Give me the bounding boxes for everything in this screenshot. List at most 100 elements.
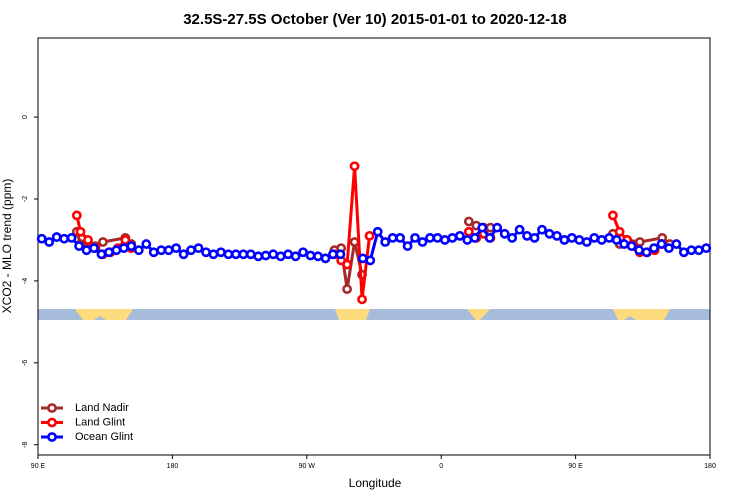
data-point — [120, 235, 131, 245]
data-point — [275, 251, 286, 262]
y-tick-label: 0 — [22, 115, 29, 119]
data-point — [71, 210, 82, 221]
data-point — [410, 232, 420, 243]
data-point — [596, 235, 607, 245]
data-point — [552, 230, 562, 241]
data-point — [81, 245, 92, 256]
data-point — [656, 239, 667, 249]
legend-marker — [47, 417, 57, 428]
data-point — [574, 235, 585, 245]
data-point — [74, 241, 84, 251]
data-point — [380, 237, 391, 247]
data-point — [462, 235, 473, 245]
legend-label: Land Glint — [75, 416, 125, 428]
data-point — [544, 228, 555, 239]
data-point — [66, 232, 77, 243]
data-point — [83, 235, 93, 245]
data-point — [313, 251, 323, 262]
data-point — [349, 237, 360, 247]
y-tick-label: -8 — [22, 442, 29, 448]
x-axis-label: Longitude — [349, 476, 402, 490]
y-tick-label: -2 — [22, 196, 29, 202]
data-point — [387, 232, 398, 243]
data-point — [507, 232, 518, 243]
data-point — [44, 237, 55, 247]
data-point — [342, 259, 353, 270]
data-point — [529, 232, 540, 243]
data-point — [566, 232, 577, 243]
y-tick-label: -4 — [22, 278, 29, 284]
x-tick-label: 0 — [439, 463, 443, 470]
data-point — [230, 249, 241, 260]
data-point — [492, 222, 503, 233]
data-point — [477, 222, 488, 233]
data-point — [425, 232, 435, 243]
x-tick-label: 90 W — [299, 463, 316, 470]
legend-label: Ocean Glint — [75, 431, 133, 443]
legend-marker — [47, 432, 57, 442]
data-point — [589, 232, 600, 243]
data-point — [208, 249, 219, 260]
data-point — [395, 232, 406, 243]
data-point — [156, 245, 167, 256]
data-point — [678, 247, 689, 258]
data-point — [463, 226, 474, 237]
data-point — [365, 255, 376, 266]
data-point — [626, 241, 637, 251]
data-point — [701, 243, 712, 254]
data-point — [98, 237, 108, 247]
data-point — [611, 235, 622, 245]
data-point — [133, 245, 144, 256]
legend-marker — [47, 403, 57, 413]
data-point — [238, 249, 249, 260]
data-point — [59, 233, 70, 244]
land-patch — [335, 309, 370, 320]
data-point — [141, 239, 152, 249]
data-point — [372, 226, 383, 237]
data-point — [290, 251, 301, 262]
data-point — [178, 249, 189, 260]
data-point — [614, 226, 625, 237]
data-point — [328, 249, 338, 260]
data-point — [349, 161, 360, 172]
data-point — [634, 245, 644, 256]
y-tick-label: -6 — [22, 360, 29, 366]
data-point — [163, 245, 174, 256]
data-point — [581, 237, 592, 247]
data-point — [469, 232, 480, 243]
data-point — [604, 232, 615, 243]
data-point — [664, 243, 674, 254]
data-point — [559, 235, 570, 245]
data-point — [36, 233, 47, 244]
land-patch — [75, 309, 133, 320]
data-point — [447, 232, 458, 243]
data-point — [686, 245, 697, 256]
data-point — [342, 284, 353, 295]
data-point — [484, 232, 495, 243]
data-point — [357, 253, 368, 264]
data-point — [522, 230, 532, 241]
data-point — [499, 228, 510, 239]
data-point — [432, 232, 443, 243]
ocean-strip — [38, 309, 710, 320]
data-point — [619, 239, 630, 249]
data-point — [75, 226, 86, 237]
data-point — [260, 250, 271, 261]
series — [36, 222, 712, 266]
land-patch — [613, 309, 670, 320]
chart-title: 32.5S-27.5S October (Ver 10) 2015-01-01 … — [183, 11, 567, 28]
legend-label: Land Nadir — [75, 402, 129, 414]
data-point — [171, 243, 182, 254]
data-point — [216, 247, 226, 258]
data-point — [51, 232, 62, 242]
data-point — [118, 243, 129, 254]
data-point — [417, 237, 428, 247]
x-tick-label: 180 — [704, 463, 716, 470]
data-point — [320, 253, 331, 264]
data-point — [514, 224, 525, 235]
y-axis-label: XCO2 - MLO trend (ppm) — [0, 179, 14, 314]
data-point — [298, 247, 308, 258]
data-point — [283, 249, 294, 260]
data-point — [402, 241, 413, 251]
